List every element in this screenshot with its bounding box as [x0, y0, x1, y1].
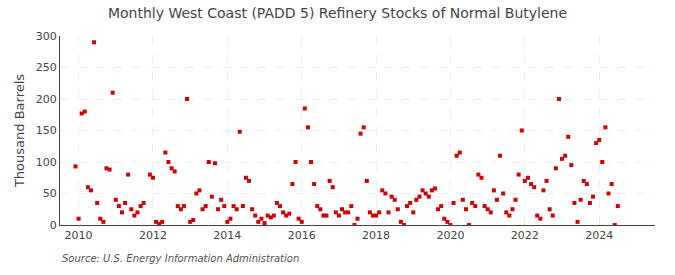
svg-text:Thousand Barrels: Thousand Barrels	[12, 74, 27, 188]
svg-text:150: 150	[36, 124, 57, 137]
svg-text:300: 300	[36, 30, 57, 43]
svg-text:2020: 2020	[436, 229, 464, 242]
svg-text:2016: 2016	[288, 229, 316, 242]
svg-text:0: 0	[50, 219, 57, 232]
svg-text:2012: 2012	[139, 229, 167, 242]
svg-text:2018: 2018	[362, 229, 390, 242]
svg-text:Monthly West Coast (PADD 5) Re: Monthly West Coast (PADD 5) Refinery Sto…	[108, 5, 567, 21]
svg-text:50: 50	[43, 187, 57, 200]
svg-text:Source: U.S. Energy Informatio: Source: U.S. Energy Information Administ…	[62, 253, 299, 264]
svg-text:2022: 2022	[511, 229, 539, 242]
svg-text:2010: 2010	[65, 229, 93, 242]
svg-text:100: 100	[36, 156, 57, 169]
svg-text:2024: 2024	[585, 229, 613, 242]
svg-text:2014: 2014	[213, 229, 241, 242]
svg-text:200: 200	[36, 93, 57, 106]
svg-text:250: 250	[36, 61, 57, 74]
